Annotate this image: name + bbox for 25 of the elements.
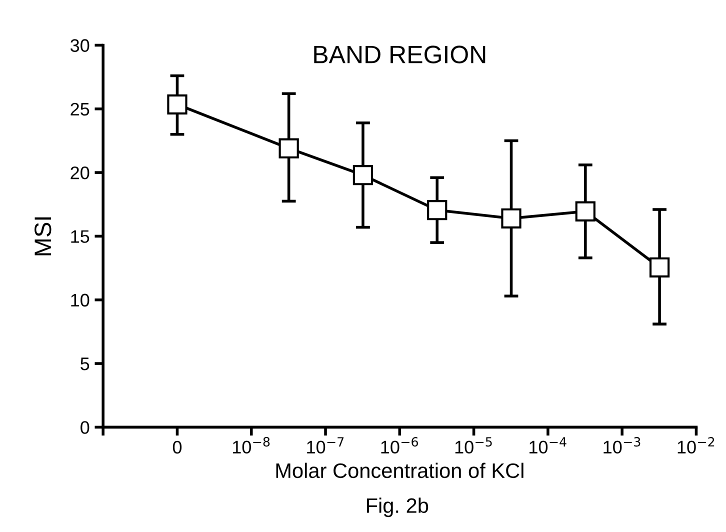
x-tick-label: 10$^{−7}$	[307, 437, 344, 454]
y-tick-label: 10	[71, 294, 90, 307]
point	[352, 165, 374, 186]
x-tick-label: 10$^{−8}$	[232, 437, 270, 454]
y-tick-label: 5	[80, 358, 90, 370]
x-tick-label: 10$^{−4}$	[530, 437, 566, 454]
x-tick-label: 10$^{−6}$	[381, 437, 418, 454]
x-tick-label: 10$^{−5}$	[455, 437, 492, 454]
y-tick-label: 0	[80, 421, 90, 434]
point	[501, 208, 522, 228]
x-tick-label: 0	[172, 440, 182, 454]
point	[649, 257, 670, 278]
y-tick-label: 20	[70, 166, 90, 180]
point	[278, 138, 299, 158]
chart-title: BAND REGION	[314, 46, 486, 64]
y-tick-label: 25	[70, 102, 90, 116]
y-tick-label: 15	[71, 230, 90, 243]
y-axis-title: MSI	[34, 217, 52, 256]
point	[575, 201, 596, 222]
x-axis-title: Molar Concentration of KCl	[276, 462, 524, 478]
point	[427, 200, 448, 220]
y-tick-label: 30	[70, 39, 90, 52]
x-tick-label: 10$^{−2}$	[678, 437, 714, 454]
x-tick-label: 10$^{−3}$	[604, 437, 640, 454]
caption: Fig. 2b	[366, 498, 428, 518]
